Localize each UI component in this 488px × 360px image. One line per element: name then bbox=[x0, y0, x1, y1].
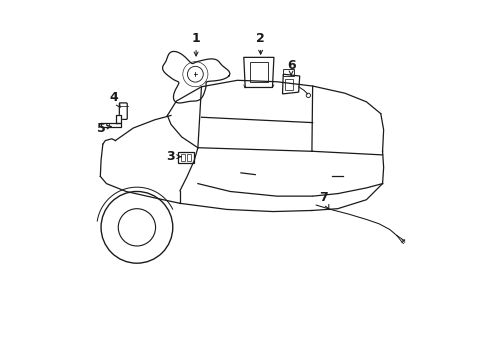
Text: 3: 3 bbox=[166, 150, 181, 163]
Text: 1: 1 bbox=[191, 32, 200, 56]
Polygon shape bbox=[101, 123, 121, 127]
Text: 2: 2 bbox=[256, 32, 264, 54]
Text: 4: 4 bbox=[109, 91, 120, 107]
Text: 7: 7 bbox=[318, 192, 328, 210]
Polygon shape bbox=[116, 116, 121, 123]
Text: 5: 5 bbox=[97, 122, 111, 135]
Text: 6: 6 bbox=[286, 59, 295, 75]
